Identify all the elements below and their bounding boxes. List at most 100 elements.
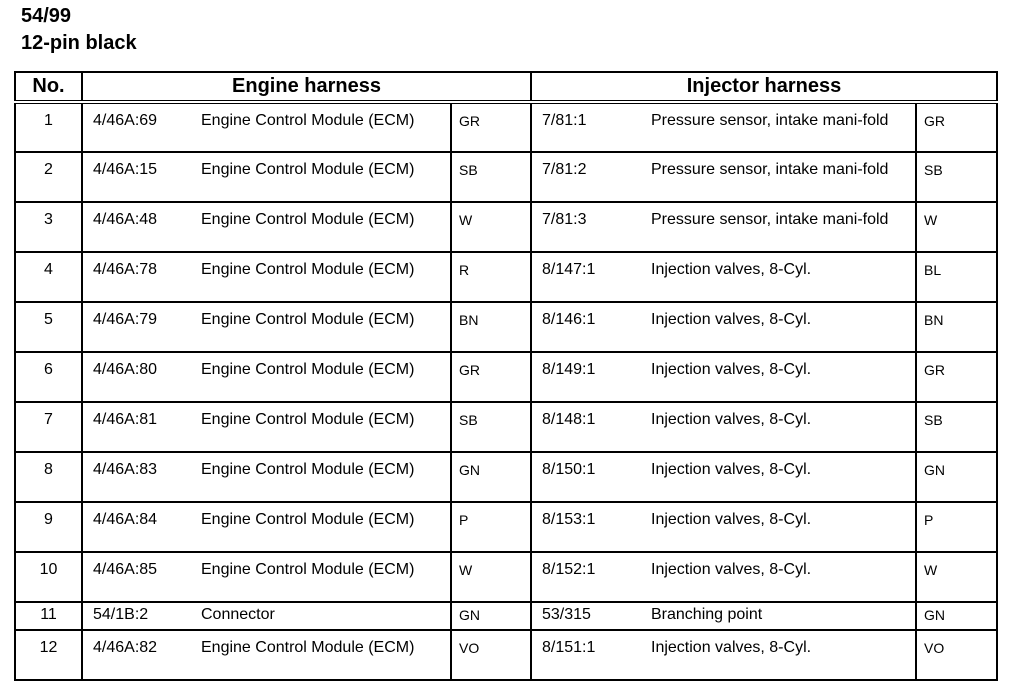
injector-code: 8/147:1	[531, 251, 641, 302]
table-row: 4 4/46A:78 Engine Control Module (ECM) R 8/1…	[14, 251, 998, 302]
injector-wire-color: GN	[916, 601, 998, 630]
injector-wire-color: GR	[916, 101, 998, 152]
engine-description: Connector	[191, 601, 452, 630]
injector-code: 8/150:1	[531, 451, 641, 502]
injector-wire-color: GR	[916, 351, 998, 402]
engine-wire-color: W	[451, 201, 532, 252]
pin-number: 3	[14, 201, 83, 252]
pin-number: 4	[14, 251, 83, 302]
engine-code: 4/46A:82	[82, 629, 191, 681]
engine-wire-color: BN	[451, 301, 532, 352]
connector-description: 12-pin black	[21, 32, 137, 54]
engine-description: Engine Control Module (ECM)	[191, 251, 452, 302]
injector-wire-color: GN	[916, 451, 998, 502]
injector-description: Injection valves, 8-Cyl.	[641, 629, 917, 681]
injector-code: 8/151:1	[531, 629, 641, 681]
engine-code: 54/1B:2	[82, 601, 191, 630]
header-engine-harness: Engine harness	[81, 71, 532, 104]
engine-wire-color: P	[451, 501, 532, 552]
pin-number: 1	[14, 101, 83, 152]
injector-code: 7/81:3	[531, 201, 641, 252]
injector-code: 8/149:1	[531, 351, 641, 402]
engine-code: 4/46A:15	[82, 151, 191, 202]
pin-number: 5	[14, 301, 83, 352]
injector-description: Pressure sensor, intake mani-fold	[641, 151, 917, 202]
injector-wire-color: W	[916, 201, 998, 252]
pin-number: 6	[14, 351, 83, 402]
engine-code: 4/46A:48	[82, 201, 191, 252]
injector-description: Injection valves, 8-Cyl.	[641, 301, 917, 352]
engine-description: Engine Control Module (ECM)	[191, 101, 452, 152]
table-row: 5 4/46A:79 Engine Control Module (ECM) BN 8/…	[14, 301, 998, 352]
injector-wire-color: SB	[916, 401, 998, 452]
table-row: 6 4/46A:80 Engine Control Module (ECM) GR 8/…	[14, 351, 998, 402]
injector-code: 8/148:1	[531, 401, 641, 452]
engine-description: Engine Control Module (ECM)	[191, 151, 452, 202]
injector-wire-color: W	[916, 551, 998, 602]
engine-wire-color: VO	[451, 629, 532, 681]
pin-number: 10	[14, 551, 83, 602]
injector-description: Injection valves, 8-Cyl.	[641, 451, 917, 502]
pin-number: 2	[14, 151, 83, 202]
engine-code: 4/46A:83	[82, 451, 191, 502]
table-row: 1 4/46A:69 Engine Control Module (ECM) GR 7/…	[14, 101, 998, 152]
header-no: No.	[14, 71, 83, 104]
pin-number: 9	[14, 501, 83, 552]
engine-description: Engine Control Module (ECM)	[191, 451, 452, 502]
header-row: No. Engine harness Injector harness	[14, 71, 998, 104]
injector-code: 8/146:1	[531, 301, 641, 352]
engine-wire-color: GN	[451, 451, 532, 502]
injector-description: Injection valves, 8-Cyl.	[641, 251, 917, 302]
engine-code: 4/46A:81	[82, 401, 191, 452]
injector-description: Pressure sensor, intake mani-fold	[641, 101, 917, 152]
injector-description: Injection valves, 8-Cyl.	[641, 401, 917, 452]
engine-description: Engine Control Module (ECM)	[191, 201, 452, 252]
engine-wire-color: SB	[451, 151, 532, 202]
injector-code: 8/153:1	[531, 501, 641, 552]
engine-wire-color: GR	[451, 101, 532, 152]
injector-code: 53/315	[531, 601, 641, 630]
injector-description: Injection valves, 8-Cyl.	[641, 351, 917, 402]
table-row: 9 4/46A:84 Engine Control Module (ECM) P 8/1…	[14, 501, 998, 552]
pin-number: 7	[14, 401, 83, 452]
engine-code: 4/46A:69	[82, 101, 191, 152]
table-row: 7 4/46A:81 Engine Control Module (ECM) SB 8/…	[14, 401, 998, 452]
injector-wire-color: P	[916, 501, 998, 552]
injector-description: Pressure sensor, intake mani-fold	[641, 201, 917, 252]
injector-description: Injection valves, 8-Cyl.	[641, 551, 917, 602]
engine-code: 4/46A:80	[82, 351, 191, 402]
table-row: 10 4/46A:85 Engine Control Module (ECM) W 8/…	[14, 551, 998, 602]
engine-description: Engine Control Module (ECM)	[191, 401, 452, 452]
engine-code: 4/46A:85	[82, 551, 191, 602]
engine-wire-color: GR	[451, 351, 532, 402]
engine-wire-color: R	[451, 251, 532, 302]
pin-number: 12	[14, 629, 83, 681]
header-injector-harness: Injector harness	[530, 71, 998, 104]
table-row: 8 4/46A:83 Engine Control Module (ECM) GN 8/…	[14, 451, 998, 502]
injector-code: 7/81:1	[531, 101, 641, 152]
table-row: 2 4/46A:15 Engine Control Module (ECM) SB 7/…	[14, 151, 998, 202]
engine-description: Engine Control Module (ECM)	[191, 351, 452, 402]
engine-code: 4/46A:78	[82, 251, 191, 302]
injector-wire-color: BN	[916, 301, 998, 352]
engine-description: Engine Control Module (ECM)	[191, 629, 452, 681]
pin-number: 8	[14, 451, 83, 502]
connector-id: 54/99	[21, 5, 72, 27]
engine-wire-color: W	[451, 551, 532, 602]
engine-code: 4/46A:79	[82, 301, 191, 352]
pin-table: No. Engine harness Injector harness 1 4/4…	[14, 71, 998, 681]
injector-code: 8/152:1	[531, 551, 641, 602]
injector-code: 7/81:2	[531, 151, 641, 202]
engine-code: 4/46A:84	[82, 501, 191, 552]
engine-wire-color: GN	[451, 601, 532, 630]
injector-wire-color: VO	[916, 629, 998, 681]
engine-description: Engine Control Module (ECM)	[191, 501, 452, 552]
engine-description: Engine Control Module (ECM)	[191, 301, 452, 352]
injector-wire-color: SB	[916, 151, 998, 202]
injector-description: Branching point	[641, 601, 917, 630]
engine-wire-color: SB	[451, 401, 532, 452]
table-row: 11 54/1B:2 Connector GN 53/315 Branching poin…	[14, 601, 998, 630]
injector-description: Injection valves, 8-Cyl.	[641, 501, 917, 552]
engine-description: Engine Control Module (ECM)	[191, 551, 452, 602]
table-row: 3 4/46A:48 Engine Control Module (ECM) W 7/8…	[14, 201, 998, 252]
